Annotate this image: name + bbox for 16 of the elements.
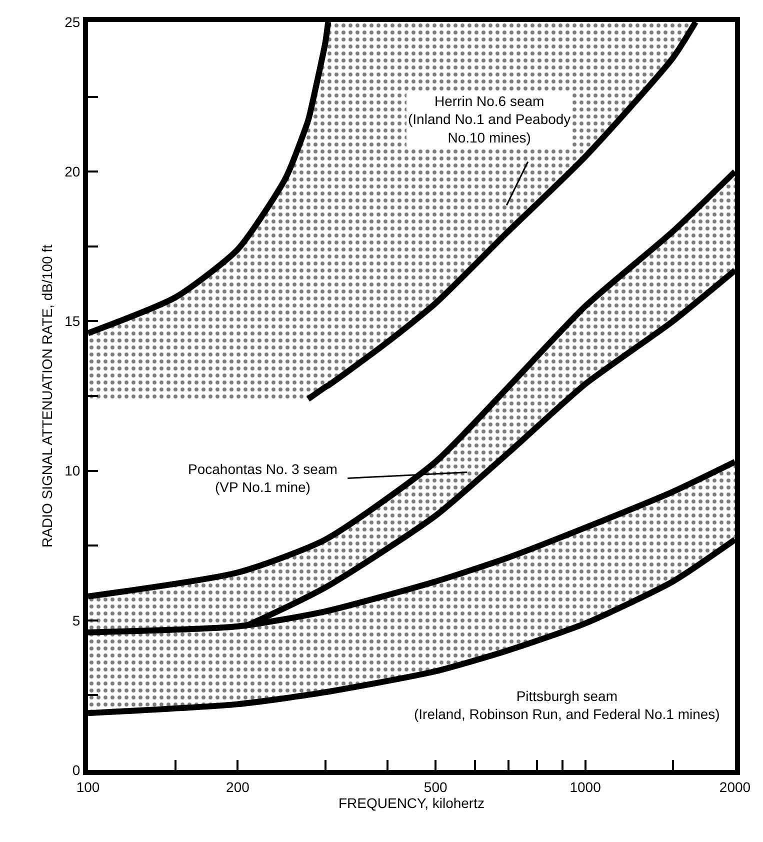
y-tick-label: 20 (64, 164, 80, 180)
x-tick-label: 2000 (719, 778, 751, 795)
annotation: Pocahontas No. 3 seam (VP No.1 mine) (188, 461, 338, 496)
x-tick-label: 200 (226, 778, 250, 795)
x-tick-label: 1000 (570, 778, 602, 795)
annotation: Herrin No.6 seam (Inland No.1 and Peabody No.10 mines) (408, 93, 571, 146)
y-tick-label: 0 (72, 762, 80, 778)
y-tick-label: 5 (72, 612, 80, 628)
y-tick-label: 15 (64, 313, 80, 330)
y-axis-title: RADIO SIGNAL ATTENUATION RATE, dB/100 ft (39, 244, 56, 548)
x-tick-label: 100 (76, 778, 100, 795)
x-tick-label: 500 (424, 778, 448, 795)
annotation: Pittsburgh seam (Ireland, Robinson Run, and Federal No.1 mines) (414, 688, 720, 722)
x-axis-title: FREQUENCY, kilohertz (338, 795, 485, 812)
y-tick-label: 25 (64, 14, 80, 30)
y-tick-label: 10 (64, 462, 80, 479)
